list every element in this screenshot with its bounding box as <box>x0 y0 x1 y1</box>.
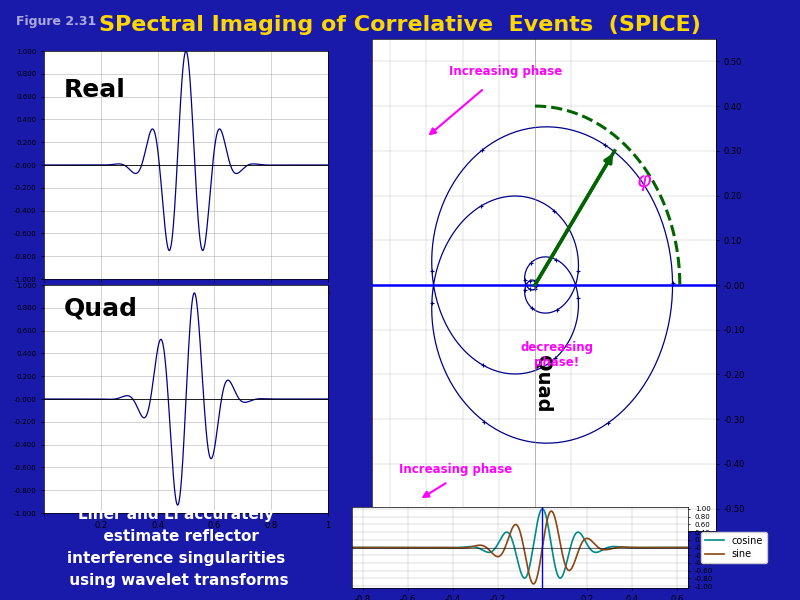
sine <box>347 544 357 551</box>
cosine <box>616 544 626 551</box>
sine <box>683 544 693 551</box>
sine <box>546 508 556 515</box>
Text: SPectral Imaging of Correlative  Events  (SPICE): SPectral Imaging of Correlative Events (… <box>99 15 701 35</box>
cosine <box>483 548 493 556</box>
Text: decreasing
phase!: decreasing phase! <box>520 341 593 368</box>
Line: sine: sine <box>352 511 688 584</box>
Text: $\varphi$: $\varphi$ <box>636 173 653 193</box>
sine <box>382 544 391 551</box>
cosine <box>683 544 693 551</box>
cosine <box>495 536 505 544</box>
Text: Figure 2.31: Figure 2.31 <box>16 15 96 28</box>
sine <box>495 552 505 559</box>
cosine <box>538 505 547 512</box>
cosine <box>578 534 588 541</box>
Text: Quad: Quad <box>64 296 138 320</box>
Text: Real: Real <box>64 79 126 103</box>
Text: Increasing phase: Increasing phase <box>398 463 512 476</box>
Text: Real: Real <box>630 548 678 567</box>
Text: Liner and Li accurately
  estimate reflector
interference singularities
 using w: Liner and Li accurately estimate reflect… <box>64 506 288 588</box>
Text: Increasing phase: Increasing phase <box>450 65 562 78</box>
sine <box>529 580 538 587</box>
sine <box>578 537 588 544</box>
cosine <box>555 575 565 582</box>
Line: cosine: cosine <box>352 509 688 578</box>
cosine <box>610 543 619 550</box>
Text: Quad: Quad <box>534 355 553 412</box>
Legend: cosine, sine: cosine, sine <box>701 532 767 563</box>
sine <box>610 544 619 551</box>
sine <box>616 544 626 551</box>
cosine <box>347 544 357 551</box>
sine <box>483 545 493 553</box>
cosine <box>382 544 391 551</box>
